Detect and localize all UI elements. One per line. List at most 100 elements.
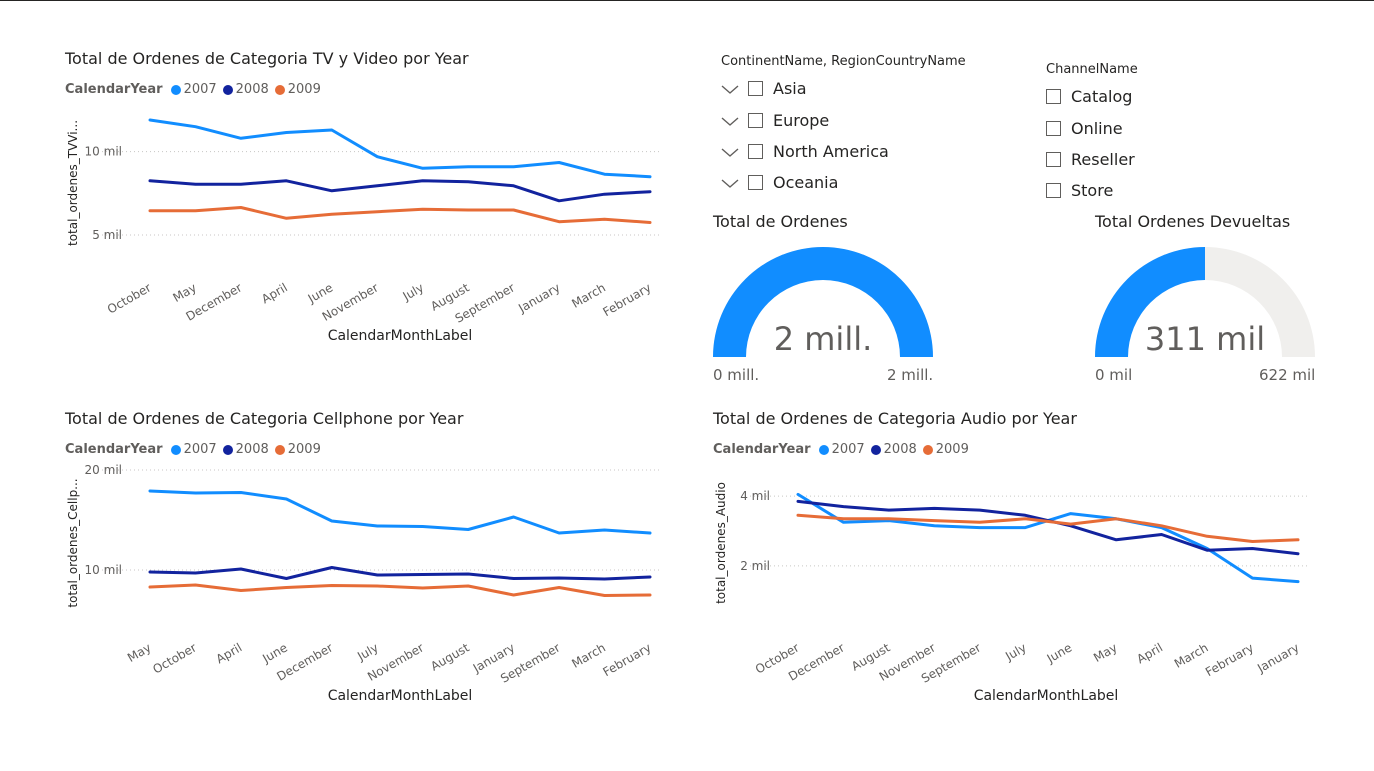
checkbox[interactable] (748, 175, 763, 190)
x-tick-label: August (428, 640, 472, 673)
checkbox[interactable] (748, 113, 763, 128)
y-tick-label: 5 mil (92, 228, 122, 242)
legend-dot-2007 (818, 444, 829, 455)
legend-dot-2008 (222, 84, 233, 95)
x-tick-label: June (305, 280, 336, 306)
slicer-item-online[interactable]: Online (1046, 119, 1123, 138)
chevron-down-icon[interactable] (720, 82, 740, 96)
gauge-min-label: 0 mil (1095, 366, 1133, 384)
series-line-2009 (148, 583, 652, 597)
legend-dot-2007 (170, 444, 181, 455)
gauge-title: Total de Ordenes (713, 212, 848, 231)
legend-label-2009: 2009 (935, 442, 969, 457)
gauge-svg: 311 mil (1095, 247, 1315, 358)
slicer-item-catalog[interactable]: Catalog (1046, 87, 1132, 106)
x-axis-title: CalendarMonthLabel (328, 328, 473, 344)
legend-dot-2007 (170, 84, 181, 95)
y-tick-label: 2 mil (740, 559, 770, 573)
series-line-2007 (148, 489, 652, 535)
line-chart-svg[interactable]: 20 mil 10 mil total_ordenes_Cellp... MayOct… (60, 460, 670, 710)
checkbox[interactable] (748, 81, 763, 96)
legend-dot-2008 (870, 444, 881, 455)
series-line-2008 (796, 499, 1300, 556)
series-line-2007 (148, 118, 652, 179)
chevron-down-icon[interactable] (720, 114, 740, 128)
window-top-border (0, 0, 1374, 1)
x-axis-title: CalendarMonthLabel (974, 688, 1119, 704)
slicer-item-label: Catalog (1071, 87, 1133, 106)
checkbox[interactable] (748, 144, 763, 159)
slicer-item-north-america[interactable]: North America (720, 142, 889, 161)
x-tick-label: February (600, 640, 653, 679)
slicer-item-label: Europe (773, 111, 830, 130)
legend-dot-2008 (222, 444, 233, 455)
x-tick-label: June (1044, 640, 1075, 666)
gauge-max-label: 2 mill. (887, 366, 934, 384)
chart-legend: CalendarYear 2007 2008 2009 (713, 442, 975, 457)
chart-legend: CalendarYear 2007 2008 2009 (65, 82, 327, 97)
legend-label-2007: 2007 (831, 442, 865, 457)
x-tick-label: July (400, 280, 427, 303)
chevron-down-icon[interactable] (720, 145, 740, 159)
x-tick-label: May (1091, 640, 1119, 665)
series-line-2008 (148, 566, 652, 581)
slicer-item-asia[interactable]: Asia (720, 79, 807, 98)
y-tick-label: 10 mil (85, 145, 122, 159)
x-tick-label: April (1134, 640, 1165, 666)
legend-title: CalendarYear (65, 442, 163, 457)
legend-label-2008: 2008 (235, 82, 269, 97)
legend-label-2007: 2007 (183, 442, 217, 457)
slicer-item-label: Store (1071, 181, 1114, 200)
chevron-down-icon[interactable] (720, 176, 740, 190)
x-tick-label: July (1002, 640, 1029, 663)
slicer-item-label: Asia (773, 79, 807, 98)
gauge-max-label: 622 mil (1259, 366, 1316, 384)
legend-label-2009: 2009 (287, 442, 321, 457)
x-tick-label: February (600, 280, 653, 319)
legend-label-2007: 2007 (183, 82, 217, 97)
legend-dot-2009 (274, 84, 285, 95)
legend-title: CalendarYear (713, 442, 811, 457)
x-axis-title: CalendarMonthLabel (328, 688, 473, 704)
legend-label-2008: 2008 (235, 442, 269, 457)
legend-dot-2009 (274, 444, 285, 455)
line-chart-svg[interactable]: 10 mil 5 mil total_ordenes_TVVi... October M… (60, 100, 670, 350)
series-line-2008 (148, 179, 652, 203)
legend-title: CalendarYear (65, 82, 163, 97)
x-tick-label: May (170, 280, 198, 305)
slicer-item-reseller[interactable]: Reseller (1046, 150, 1135, 169)
y-axis-title: total_ordenes_TVVi... (66, 120, 80, 246)
legend-dot-2009 (922, 444, 933, 455)
checkbox[interactable] (1046, 121, 1061, 136)
x-tick-label: June (259, 640, 290, 666)
checkbox[interactable] (1046, 183, 1061, 198)
y-axis-title: total_ordenes_Audio (714, 482, 728, 604)
checkbox[interactable] (1046, 89, 1061, 104)
y-tick-label: 20 mil (85, 463, 122, 477)
slicer-item-europe[interactable]: Europe (720, 111, 829, 130)
slicer-item-label: Oceania (773, 173, 839, 192)
gauge-fill (1095, 247, 1205, 357)
chart-legend: CalendarYear 2007 2008 2009 (65, 442, 327, 457)
chart-title: Total de Ordenes de Categoria TV y Video… (65, 49, 469, 68)
x-tick-label: October (105, 280, 154, 316)
x-tick-label: January (515, 280, 562, 315)
slicer-item-oceania[interactable]: Oceania (720, 173, 838, 192)
legend-label-2008: 2008 (883, 442, 917, 457)
slicer-item-label: North America (773, 142, 889, 161)
y-tick-label: 10 mil (85, 563, 122, 577)
x-tick-label: February (1203, 640, 1256, 679)
legend-label-2009: 2009 (287, 82, 321, 97)
y-axis-title: total_ordenes_Cellp... (66, 478, 80, 607)
slicer-item-store[interactable]: Store (1046, 181, 1113, 200)
gauge-title: Total Ordenes Devueltas (1095, 212, 1291, 231)
checkbox[interactable] (1046, 152, 1061, 167)
gauge-value: 2 mill. (774, 320, 873, 358)
slicer-title: ContinentName, RegionCountryName (721, 54, 966, 69)
chart-title: Total de Ordenes de Categoria Audio por … (713, 409, 1077, 428)
slicer-title: ChannelName (1046, 62, 1138, 77)
slicer-item-label: Online (1071, 119, 1123, 138)
series-line-2009 (796, 513, 1300, 543)
series-line-2009 (148, 206, 652, 224)
